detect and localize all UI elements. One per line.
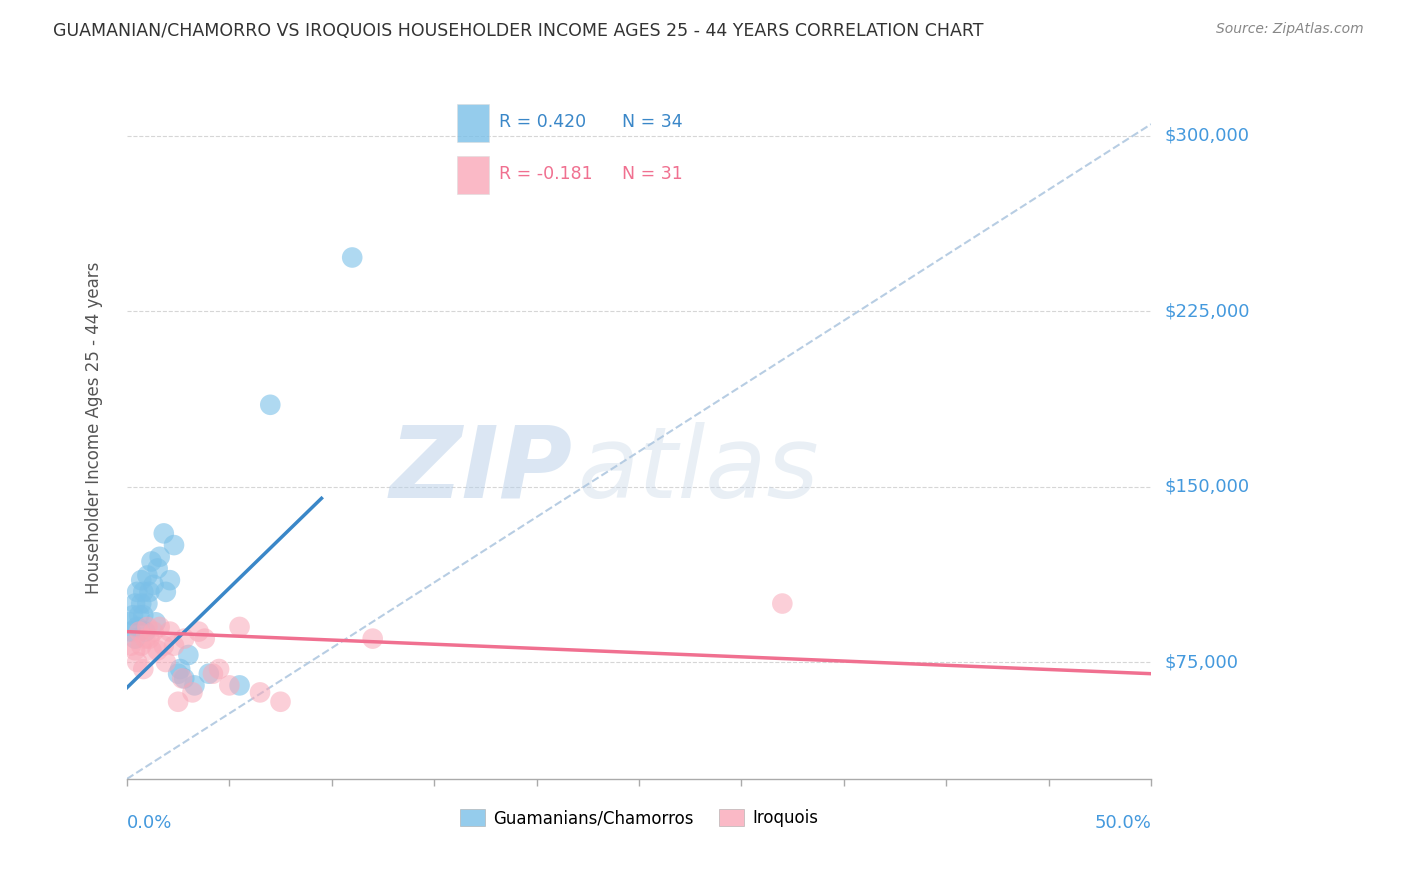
Point — [149, 549, 172, 564]
Point — [167, 695, 190, 709]
Point — [163, 639, 186, 653]
Text: Source: ZipAtlas.com: Source: ZipAtlas.com — [1216, 22, 1364, 37]
Point — [361, 632, 384, 646]
Point — [128, 608, 150, 623]
Point — [127, 620, 149, 634]
Point — [181, 685, 204, 699]
Point — [132, 608, 155, 623]
Point — [187, 624, 209, 639]
Point — [770, 597, 793, 611]
Legend: Guamanians/Chamorros, Iroquois: Guamanians/Chamorros, Iroquois — [453, 802, 825, 834]
Point — [152, 526, 174, 541]
Text: $300,000: $300,000 — [1166, 127, 1250, 145]
Point — [120, 639, 142, 653]
Point — [142, 578, 165, 592]
Point — [127, 655, 149, 669]
Point — [127, 585, 149, 599]
Point — [136, 597, 159, 611]
Point — [173, 632, 195, 646]
Point — [118, 615, 141, 630]
Point — [146, 643, 169, 657]
Point — [183, 678, 205, 692]
Point — [198, 666, 221, 681]
Point — [172, 672, 194, 686]
Point — [159, 573, 181, 587]
Point — [128, 624, 150, 639]
Point — [141, 554, 163, 568]
Point — [259, 398, 281, 412]
Point — [159, 624, 181, 639]
Point — [146, 561, 169, 575]
Text: 0.0%: 0.0% — [127, 814, 173, 832]
Point — [136, 568, 159, 582]
Point — [194, 632, 217, 646]
Text: 50.0%: 50.0% — [1094, 814, 1152, 832]
Point — [149, 620, 172, 634]
Point — [177, 648, 200, 662]
Point — [249, 685, 271, 699]
Point — [208, 662, 231, 676]
Point — [228, 678, 250, 692]
Point — [129, 597, 152, 611]
Point — [155, 585, 177, 599]
Y-axis label: Householder Income Ages 25 - 44 years: Householder Income Ages 25 - 44 years — [86, 262, 103, 594]
Point — [169, 662, 191, 676]
Text: ZIP: ZIP — [389, 422, 572, 519]
Point — [163, 538, 186, 552]
Point — [124, 632, 146, 646]
Point — [218, 678, 240, 692]
Point — [173, 672, 195, 686]
Point — [228, 620, 250, 634]
Text: $150,000: $150,000 — [1166, 477, 1250, 496]
Point — [155, 655, 177, 669]
Point — [138, 585, 160, 599]
Text: atlas: atlas — [578, 422, 820, 519]
Point — [136, 620, 159, 634]
Point — [141, 643, 163, 657]
Point — [167, 666, 190, 681]
Point — [120, 624, 142, 639]
Point — [145, 615, 167, 630]
Point — [132, 585, 155, 599]
Text: GUAMANIAN/CHAMORRO VS IROQUOIS HOUSEHOLDER INCOME AGES 25 - 44 YEARS CORRELATION: GUAMANIAN/CHAMORRO VS IROQUOIS HOUSEHOLD… — [53, 22, 984, 40]
Point — [138, 632, 160, 646]
Point — [124, 597, 146, 611]
Text: $225,000: $225,000 — [1166, 302, 1250, 320]
Point — [124, 643, 146, 657]
Point — [129, 639, 152, 653]
Text: $75,000: $75,000 — [1166, 653, 1239, 671]
Point — [201, 666, 224, 681]
Point — [132, 662, 155, 676]
Point — [122, 608, 145, 623]
Point — [152, 639, 174, 653]
Point — [134, 624, 156, 639]
Point — [342, 251, 364, 265]
Point — [129, 573, 152, 587]
Point — [134, 632, 156, 646]
Point — [142, 624, 165, 639]
Point — [270, 695, 292, 709]
